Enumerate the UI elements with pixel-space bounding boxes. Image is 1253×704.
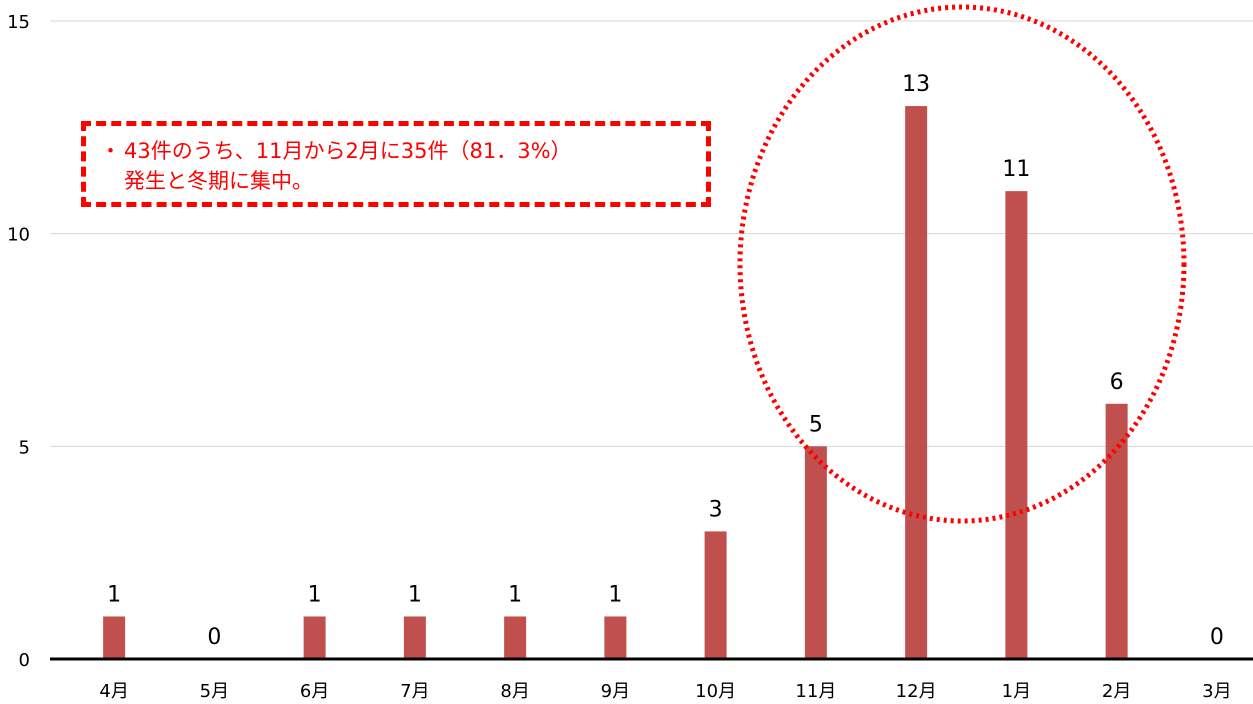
data-label: 0 [207,625,221,650]
data-label: 1 [508,582,522,607]
bar [704,531,727,659]
y-tick-label: 5 [19,437,30,458]
y-tick-label: 15 [7,12,30,33]
x-tick-label: 8月 [500,681,529,702]
x-tick-label: 11月 [795,681,836,702]
bar [905,106,928,660]
bullet-icon: ・ [100,139,121,163]
annotation-callout: ・ 43件のうち、11月から2月に35件（81．3%） 発生と冬期に集中。 [81,121,711,207]
bar [303,616,326,659]
x-tick-label: 7月 [400,681,429,702]
annotation-line-1: ・ 43件のうち、11月から2月に35件（81．3%） [100,136,698,166]
data-label: 0 [1210,625,1224,650]
bar [504,616,527,659]
bar [804,446,827,659]
bars [103,106,1128,660]
annotation-line-2: 発生と冬期に集中。 [124,169,313,193]
bar [604,616,627,659]
bar [103,616,126,659]
x-tick-label: 1月 [1002,681,1031,702]
data-label: 3 [709,497,723,522]
x-tick-label: 5月 [200,681,229,702]
annotation-text-1: 43件のうち、11月から2月に35件（81．3%） [124,139,572,163]
data-label: 11 [1002,157,1030,182]
y-tick-label: 0 [19,650,30,671]
gridlines [50,20,1253,447]
x-tick-label: 9月 [601,681,630,702]
x-tick-label: 6月 [300,681,329,702]
data-label: 13 [902,72,930,97]
bar [1105,403,1128,659]
x-tick-label: 3月 [1202,681,1231,702]
data-label: 1 [408,582,422,607]
data-label: 1 [608,582,622,607]
x-tick-label: 10月 [695,681,736,702]
y-tick-label: 10 [7,225,30,246]
x-tick-label: 12月 [896,681,937,702]
x-tick-label: 2月 [1102,681,1131,702]
bar [403,616,426,659]
data-label: 1 [107,582,121,607]
data-label: 1 [308,582,322,607]
data-label: 5 [809,412,823,437]
x-tick-label: 4月 [99,681,128,702]
highlight-ellipse [737,4,1187,524]
bar [1005,191,1028,659]
data-label: 6 [1110,370,1124,395]
